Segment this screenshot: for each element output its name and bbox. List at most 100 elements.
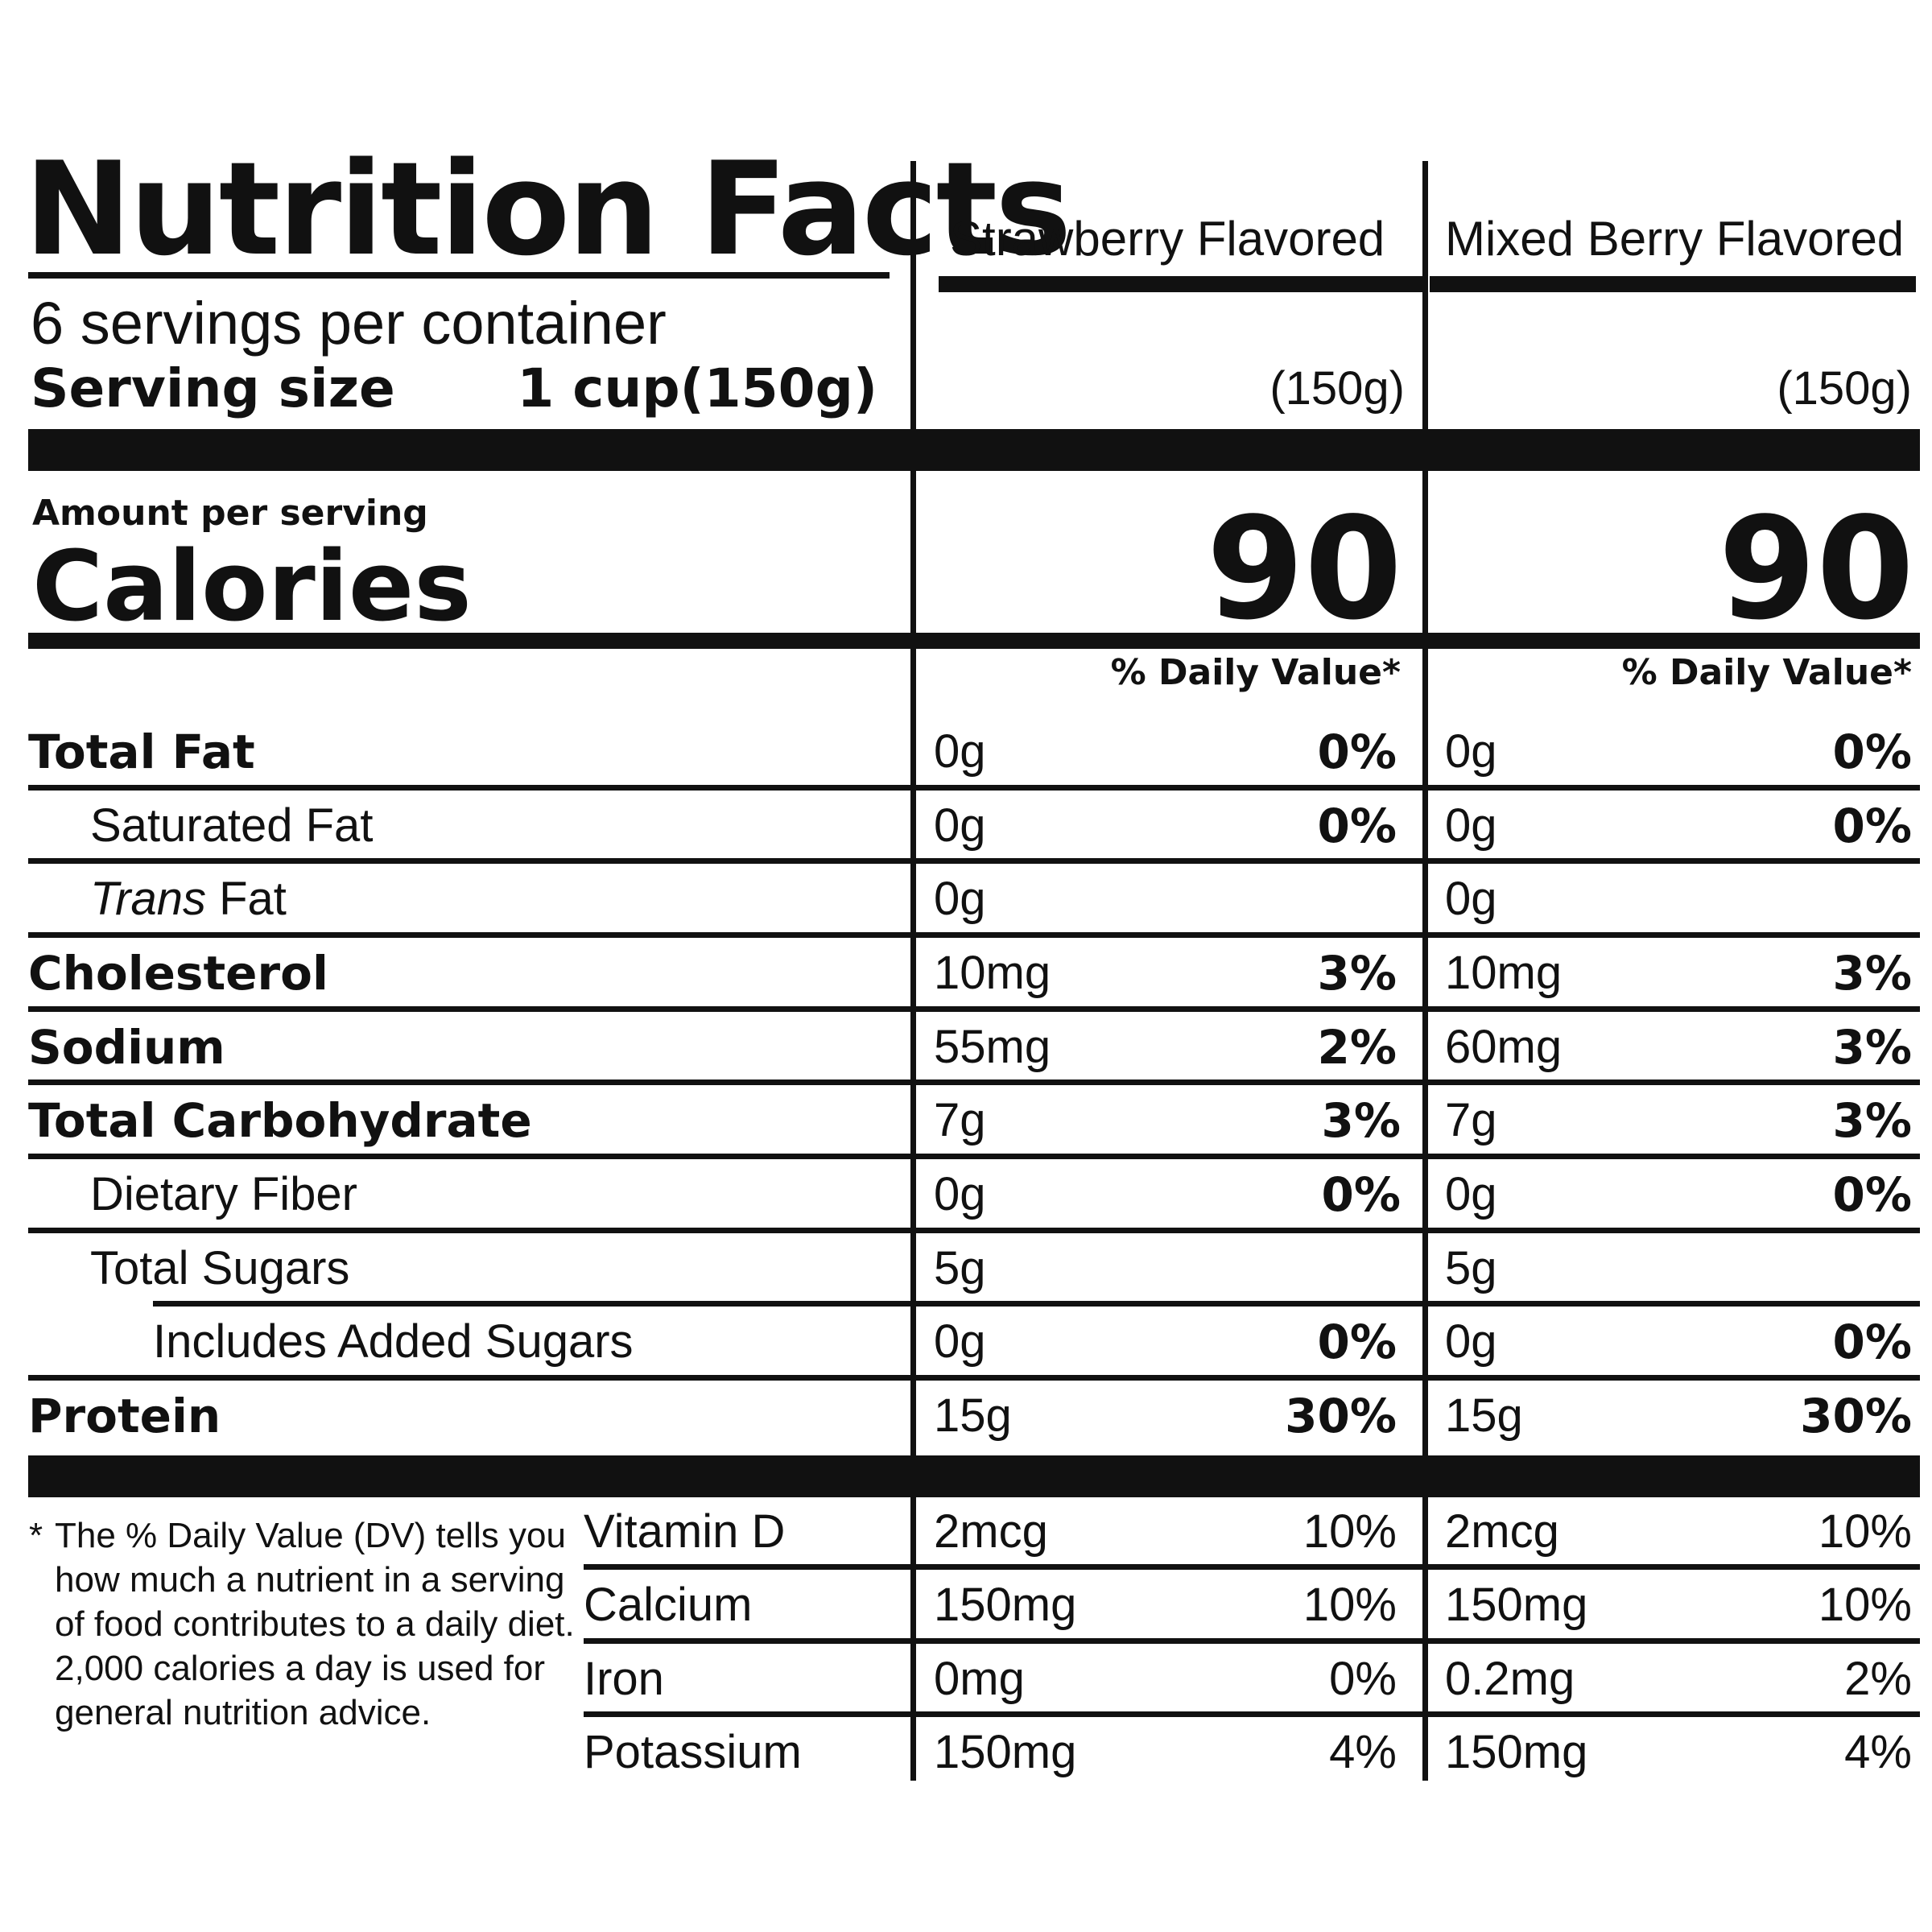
trans-fat-suffix: Fat — [205, 873, 287, 925]
thick-divider-bottom — [28, 1455, 1920, 1497]
nutrient-qty-strawberry: 0g — [934, 873, 986, 925]
column-header-mixed-berry: Mixed Berry Flavored — [1445, 212, 1905, 266]
thick-divider-top — [28, 429, 1920, 471]
daily-value-header-mixed-berry: % Daily Value* — [1621, 652, 1912, 693]
nutrient-qty-strawberry: 5g — [934, 1242, 986, 1294]
nutrient-dv-strawberry: 0% — [1317, 799, 1397, 853]
micronutrient-qty-mixed-berry: 2mcg — [1445, 1505, 1559, 1558]
micronutrient-qty-strawberry: 0mg — [934, 1653, 1025, 1705]
column-size-mixed-berry: (150g) — [1777, 362, 1912, 415]
row-divider — [28, 1080, 1920, 1085]
row-divider-indented — [153, 1301, 1920, 1307]
serving-size-value: 1 cup(150g) — [517, 357, 877, 419]
nutrient-label-cholesterol: Cholesterol — [28, 946, 328, 1001]
column-separator-2 — [1422, 161, 1428, 1781]
title-underline — [28, 272, 890, 279]
nutrient-dv-mixed-berry: 3% — [1832, 1020, 1912, 1075]
micronutrient-label-iron: Iron — [584, 1653, 664, 1705]
row-divider — [28, 1375, 1920, 1381]
micronutrient-qty-mixed-berry: 150mg — [1445, 1579, 1588, 1631]
nutrient-dv-strawberry: 2% — [1317, 1020, 1397, 1075]
nutrient-label-sodium: Sodium — [28, 1020, 225, 1075]
column-header-strawberry: Strawberry Flavored — [950, 212, 1385, 266]
calories-label: Calories — [32, 531, 472, 643]
nutrient-dv-mixed-berry: 0% — [1832, 1167, 1912, 1222]
serving-size-label: Serving size — [31, 357, 395, 419]
nutrient-label-total-fat: Total Fat — [28, 724, 255, 779]
nutrient-qty-mixed-berry: 0g — [1445, 799, 1497, 852]
calories-value-strawberry: 90 — [1206, 488, 1402, 651]
amount-per-serving-label: Amount per serving — [32, 493, 428, 534]
micronutrient-dv-mixed-berry: 10% — [1818, 1505, 1912, 1558]
nutrient-dv-strawberry: 30% — [1285, 1389, 1397, 1443]
micronutrient-qty-strawberry: 150mg — [934, 1579, 1077, 1631]
column-header-rule-1 — [939, 276, 1425, 292]
nutrient-label-protein: Protein — [28, 1389, 221, 1443]
nutrient-dv-mixed-berry: 0% — [1832, 799, 1912, 853]
nutrient-dv-strawberry: 3% — [1317, 946, 1397, 1001]
nutrient-qty-mixed-berry: 60mg — [1445, 1021, 1563, 1073]
micronutrient-qty-mixed-berry: 0.2mg — [1445, 1653, 1575, 1705]
micronutrient-qty-strawberry: 150mg — [934, 1726, 1077, 1778]
nutrient-label-added-sugars: Includes Added Sugars — [153, 1315, 634, 1368]
row-divider — [28, 1228, 1920, 1233]
nutrient-dv-mixed-berry: 0% — [1832, 1315, 1912, 1369]
micronutrient-dv-strawberry: 4% — [1329, 1726, 1397, 1778]
micronutrient-qty-strawberry: 2mcg — [934, 1505, 1048, 1558]
micro-row-divider — [584, 1638, 1920, 1644]
nutrient-qty-strawberry: 0g — [934, 799, 986, 852]
nutrient-dv-strawberry: 0% — [1317, 724, 1397, 779]
micronutrient-label-vitamin-d: Vitamin D — [584, 1505, 786, 1558]
micronutrient-dv-strawberry: 0% — [1329, 1653, 1397, 1705]
micronutrient-label-potassium: Potassium — [584, 1726, 802, 1778]
micro-row-divider — [584, 1564, 1920, 1570]
row-divider — [28, 858, 1920, 864]
label-title: Nutrition Facts — [24, 134, 1071, 284]
nutrient-label-saturated-fat: Saturated Fat — [90, 799, 374, 852]
footnote-text: The % Daily Value (DV) tells you how muc… — [55, 1516, 575, 1732]
micronutrient-label-calcium: Calcium — [584, 1579, 753, 1631]
daily-value-header-strawberry: % Daily Value* — [1110, 652, 1401, 693]
nutrient-qty-mixed-berry: 7g — [1445, 1094, 1497, 1146]
calories-value-mixed-berry: 90 — [1718, 488, 1914, 651]
nutrient-dv-mixed-berry: 3% — [1832, 946, 1912, 1001]
micronutrient-dv-strawberry: 10% — [1302, 1579, 1397, 1631]
trans-italic: Trans — [90, 873, 206, 925]
row-divider — [28, 1154, 1920, 1159]
nutrient-label-trans-fat: Trans Fat — [90, 871, 287, 927]
micronutrient-dv-strawberry: 10% — [1302, 1505, 1397, 1558]
nutrient-qty-strawberry: 0g — [934, 725, 986, 778]
micronutrient-qty-mixed-berry: 150mg — [1445, 1726, 1588, 1778]
micronutrient-dv-mixed-berry: 10% — [1818, 1579, 1912, 1631]
nutrient-qty-strawberry: 0g — [934, 1315, 986, 1368]
row-divider — [28, 932, 1920, 938]
nutrient-label-dietary-fiber: Dietary Fiber — [90, 1168, 357, 1220]
calories-divider — [28, 633, 1920, 649]
micronutrient-dv-mixed-berry: 2% — [1844, 1653, 1912, 1705]
nutrient-qty-strawberry: 10mg — [934, 947, 1051, 999]
nutrient-qty-strawberry: 15g — [934, 1389, 1012, 1442]
column-size-strawberry: (150g) — [1269, 362, 1405, 415]
footnote-marker: * — [29, 1516, 43, 1555]
nutrient-qty-mixed-berry: 0g — [1445, 873, 1497, 925]
micronutrient-dv-mixed-berry: 4% — [1844, 1726, 1912, 1778]
nutrient-qty-mixed-berry: 5g — [1445, 1242, 1497, 1294]
row-divider — [28, 1006, 1920, 1012]
nutrient-qty-strawberry: 7g — [934, 1094, 986, 1146]
nutrient-qty-mixed-berry: 0g — [1445, 1168, 1497, 1220]
servings-per-container: 6 servings per container — [31, 290, 667, 357]
daily-value-footnote: * The % Daily Value (DV) tells you how m… — [29, 1513, 576, 1735]
column-separator-1 — [910, 161, 916, 1781]
nutrient-qty-strawberry: 0g — [934, 1168, 986, 1220]
nutrient-label-total-carbohydrate: Total Carbohydrate — [28, 1093, 532, 1148]
nutrient-dv-strawberry: 0% — [1321, 1167, 1401, 1222]
nutrient-dv-strawberry: 3% — [1321, 1093, 1401, 1148]
nutrient-dv-mixed-berry: 0% — [1832, 724, 1912, 779]
row-divider — [28, 785, 1920, 791]
nutrient-qty-mixed-berry: 0g — [1445, 1315, 1497, 1368]
nutrient-qty-mixed-berry: 10mg — [1445, 947, 1563, 999]
nutrient-qty-mixed-berry: 0g — [1445, 725, 1497, 778]
nutrient-dv-mixed-berry: 30% — [1800, 1389, 1912, 1443]
micro-row-divider — [584, 1711, 1920, 1717]
nutrient-qty-strawberry: 55mg — [934, 1021, 1051, 1073]
